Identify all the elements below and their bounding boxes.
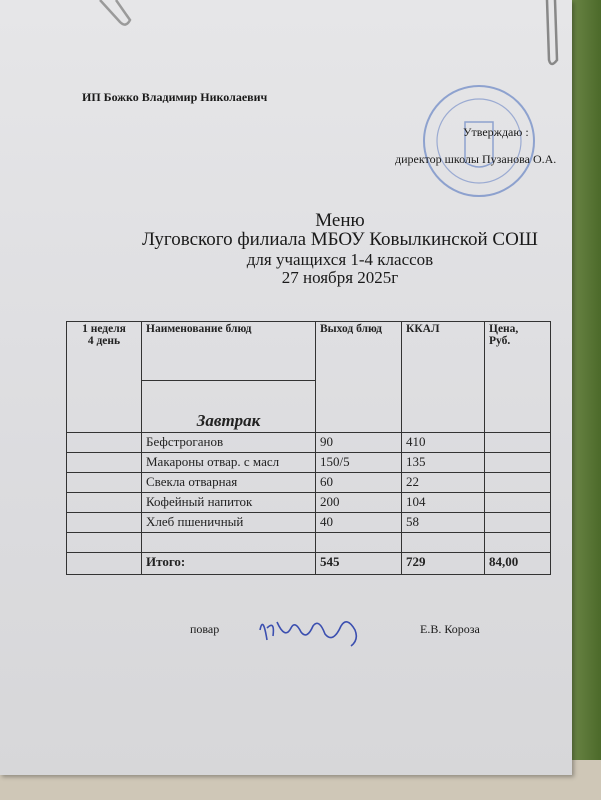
school-stamp (423, 85, 535, 197)
total-label: Итого: (141, 552, 316, 575)
total-row: Итого: 545 729 84,00 (66, 552, 551, 575)
menu-table: 1 неделя 4 день Наименование блюд Выход … (66, 321, 551, 575)
table-row: Бефстроганов 90 410 (66, 432, 551, 453)
total-yield: 545 (315, 552, 402, 575)
meal-label: Завтрак (141, 380, 316, 433)
cook-name: Е.В. Короза (420, 622, 480, 636)
dish-kcal: 135 (401, 452, 485, 473)
header-yield: Выход блюд (315, 321, 402, 433)
header-price: Цена, Руб. (484, 321, 551, 433)
menu-date: 27 ноября 2025г (281, 268, 399, 287)
table-row: Макароны отвар. с масл 150/5 135 (66, 452, 551, 473)
table-row: Свекла отварная 60 22 (66, 472, 551, 493)
paperclip-icon (99, 0, 132, 26)
dish-yield: 60 (315, 472, 402, 493)
dish-name: Кофейный напиток (141, 492, 316, 513)
dish-yield: 200 (315, 492, 402, 513)
dish-name: Макароны отвар. с масл (141, 452, 316, 473)
director-name: директор школы Пузанова О.А. (395, 152, 557, 166)
paperclip-icon (545, 0, 559, 66)
vendor-name: ИП Божко Владимир Николаевич (82, 90, 268, 104)
total-kcal: 729 (401, 552, 485, 575)
total-price: 84,00 (484, 552, 551, 575)
title-menu: Меню (315, 210, 365, 231)
table-row: Кофейный напиток 200 104 (66, 492, 551, 513)
header-name: Наименование блюд (141, 321, 316, 381)
table-row: Хлеб пшеничный 40 58 (66, 512, 551, 533)
header-kcal: ККАЛ (401, 321, 485, 433)
empty-row (66, 532, 551, 553)
cook-label: повар (190, 622, 220, 636)
dish-yield: 40 (315, 512, 402, 533)
dish-name: Хлеб пшеничный (141, 512, 316, 533)
title-school: Луговского филиала МБОУ Ковылкинской СОШ (142, 229, 538, 250)
dish-kcal: 22 (401, 472, 485, 493)
dish-yield: 150/5 (315, 452, 402, 473)
dish-yield: 90 (315, 432, 402, 453)
header-week-day: 1 неделя 4 день (66, 321, 142, 433)
title-grades: для учащихся 1-4 классов (246, 250, 434, 269)
dish-kcal: 410 (401, 432, 485, 453)
dish-kcal: 58 (401, 512, 485, 533)
dish-name: Свекла отварная (141, 472, 316, 493)
dish-kcal: 104 (401, 492, 485, 513)
dish-name: Бефстроганов (141, 432, 316, 453)
cook-signature (259, 621, 358, 647)
document-page: ИП Божко Владимир Николаевич Утверждаю :… (0, 0, 572, 775)
approval-label: Утверждаю : (463, 125, 529, 139)
